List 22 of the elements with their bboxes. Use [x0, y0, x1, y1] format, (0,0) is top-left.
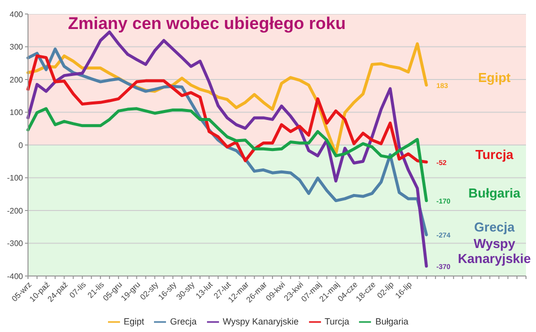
legend-label: Egipt [124, 316, 144, 326]
line-series [26, 107, 428, 202]
legend-label: Bułgaria [375, 316, 408, 326]
y-tick-label: 400 [10, 10, 24, 19]
y-tick-label: 200 [10, 75, 24, 84]
legend-label: Grecja [170, 316, 197, 326]
chart-title: Zmiany cen wobec ubiegłego roku [68, 14, 346, 34]
text: Wyspy Kanaryjskie [458, 236, 531, 266]
y-tick-label: -200 [6, 206, 24, 216]
line-series [26, 54, 428, 164]
y-tick-label: 100 [10, 108, 24, 118]
text: Egipt [478, 70, 511, 86]
text: Bułgaria [468, 186, 520, 201]
y-tick-label: -300 [6, 239, 24, 248]
legend-label: Turcja [324, 316, 350, 326]
y-tick-label: -100 [6, 174, 24, 183]
y-tick-label: 0 [18, 140, 24, 150]
text: Turcja [475, 147, 514, 162]
legend-label: Wyspy Kanaryjskie [222, 316, 299, 326]
y-tick-label: -400 [6, 272, 24, 281]
text: Grecja [474, 220, 515, 235]
y-tick-label: 300 [10, 42, 24, 52]
